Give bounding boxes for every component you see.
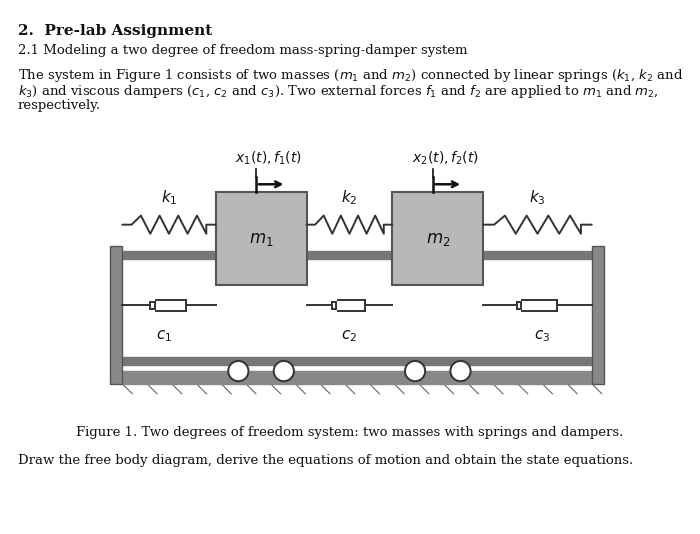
Text: $k_1$: $k_1$ bbox=[161, 189, 177, 207]
Text: $c_1$: $c_1$ bbox=[156, 328, 172, 344]
Text: 2.  Pre-lab Assignment: 2. Pre-lab Assignment bbox=[18, 24, 212, 38]
Bar bbox=[150, 302, 155, 309]
Bar bbox=[592, 246, 604, 384]
Text: $m_2$: $m_2$ bbox=[426, 230, 450, 248]
Bar bbox=[392, 192, 483, 285]
Text: $k_3$) and viscous dampers ($c_1$, $c_2$ and $c_3$). Two external forces $f_1$ a: $k_3$) and viscous dampers ($c_1$, $c_2$… bbox=[18, 83, 659, 100]
Text: $x_1(t), f_1(t)$: $x_1(t), f_1(t)$ bbox=[235, 149, 302, 167]
Text: Figure 1. Two degrees of freedom system: two masses with springs and dampers.: Figure 1. Two degrees of freedom system:… bbox=[76, 426, 624, 439]
Text: $c_2$: $c_2$ bbox=[342, 328, 358, 344]
Bar bbox=[122, 357, 591, 365]
Text: respectively.: respectively. bbox=[18, 99, 102, 112]
Bar bbox=[122, 251, 591, 259]
Circle shape bbox=[274, 361, 294, 381]
Circle shape bbox=[228, 361, 248, 381]
Text: $m_1$: $m_1$ bbox=[248, 230, 274, 248]
Text: 2.1 Modeling a two degree of freedom mass-spring-damper system: 2.1 Modeling a two degree of freedom mas… bbox=[18, 44, 468, 57]
Text: The system in Figure 1 consists of two masses ($m_1$ and $m_2$) connected by lin: The system in Figure 1 consists of two m… bbox=[18, 67, 683, 84]
Bar bbox=[216, 192, 307, 285]
Circle shape bbox=[450, 361, 470, 381]
Text: $c_3$: $c_3$ bbox=[534, 328, 551, 344]
Bar bbox=[122, 371, 591, 384]
Circle shape bbox=[405, 361, 425, 381]
Bar bbox=[517, 302, 521, 309]
Text: $k_2$: $k_2$ bbox=[341, 189, 358, 207]
Text: Draw the free body diagram, derive the equations of motion and obtain the state : Draw the free body diagram, derive the e… bbox=[18, 454, 634, 467]
Bar bbox=[110, 246, 122, 384]
Text: $x_2(t), f_2(t)$: $x_2(t), f_2(t)$ bbox=[412, 149, 479, 167]
Bar bbox=[332, 302, 337, 309]
Text: $k_3$: $k_3$ bbox=[529, 189, 546, 207]
